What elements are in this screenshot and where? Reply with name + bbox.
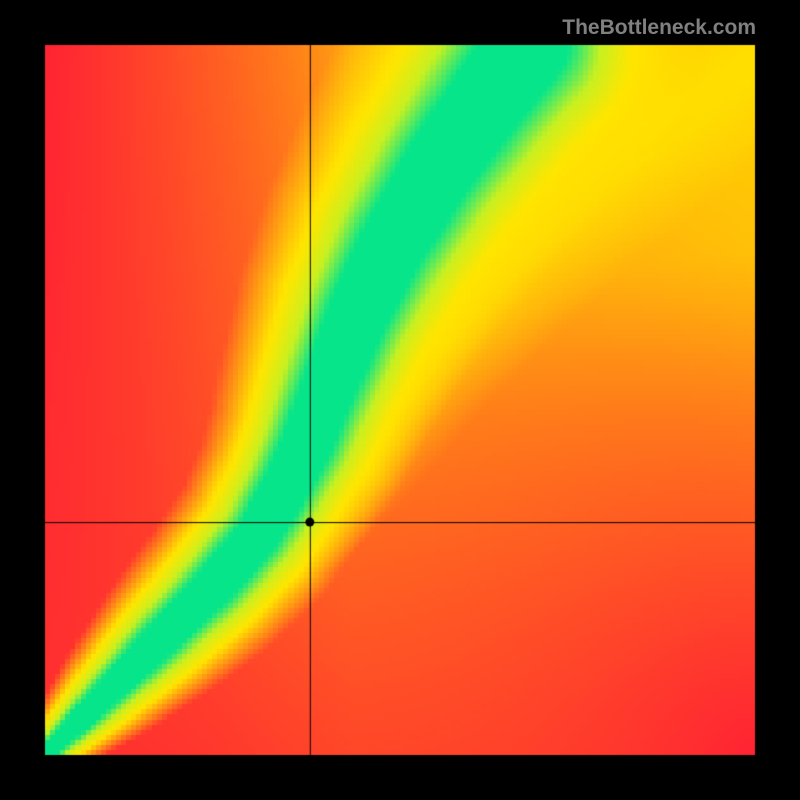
heatmap-canvas <box>0 0 800 800</box>
chart-container: TheBottleneck.com <box>0 0 800 800</box>
